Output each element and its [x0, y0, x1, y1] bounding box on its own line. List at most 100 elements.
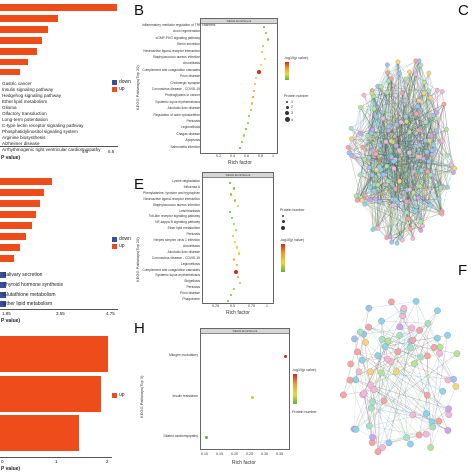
network-edge: [364, 195, 377, 229]
network-node: [412, 297, 420, 305]
network-edge: [430, 174, 443, 215]
tick-label: 4.75: [106, 311, 115, 316]
network-edge: [377, 184, 408, 191]
network-edge: [362, 360, 448, 381]
network-edge: [381, 320, 443, 392]
network-node: [428, 95, 433, 101]
network-edge: [370, 337, 438, 372]
network-edge: [443, 104, 452, 165]
network-node: [421, 90, 427, 96]
tick-label: 2: [106, 459, 109, 464]
bar-a-4: [0, 37, 42, 44]
colorbar: [285, 62, 289, 80]
pathway-label: Coronavirus disease - COVID-19: [151, 87, 200, 91]
network-node: [420, 223, 425, 229]
network-node: [379, 444, 386, 451]
data-point: [233, 187, 236, 190]
network-edge: [430, 386, 456, 448]
network-node: [450, 375, 457, 383]
network-edge: [355, 400, 385, 430]
tick-label: 0.4: [230, 154, 235, 158]
network-edge: [412, 337, 438, 341]
network-node: [426, 159, 432, 164]
bar-a-5: [0, 48, 37, 55]
network-node: [436, 343, 444, 351]
network-node: [413, 58, 419, 64]
dotplot-header: KEGG Enrichment: [201, 19, 277, 24]
bar-g-3: [0, 415, 79, 451]
network-edge: [364, 104, 445, 160]
network-node: [383, 139, 389, 145]
network-node: [424, 149, 430, 155]
tick-label: 1: [55, 459, 58, 464]
bar-a-2: [0, 15, 58, 22]
dotplot-h: KEGG Enrichment: [200, 328, 290, 450]
category-label: Long-term potentiation: [2, 117, 48, 122]
network-edge: [430, 166, 453, 175]
network-edge: [360, 90, 373, 134]
network-node: [375, 226, 381, 231]
network-node: [452, 166, 458, 171]
network-edge: [369, 156, 392, 168]
network-node: [434, 87, 440, 93]
network-edge: [396, 228, 411, 244]
bar-d-4: [0, 211, 36, 218]
network-node: [365, 133, 370, 138]
network-node: [377, 164, 382, 170]
network-node: [393, 197, 399, 202]
network-node: [448, 162, 454, 168]
bar-a-1: [0, 4, 117, 11]
legend-up-label: up: [119, 392, 125, 398]
network-node: [366, 165, 372, 170]
network-node: [436, 350, 443, 357]
network-edge: [412, 211, 416, 239]
panel-letter-h: H: [134, 320, 145, 337]
pathway-label: Complement and coagulation cascades: [142, 67, 200, 72]
pathway-label: Pertussis: [186, 119, 200, 123]
network-edge: [377, 355, 407, 438]
network-node: [371, 188, 377, 194]
x-axis-title: P value): [1, 155, 21, 161]
network-edge: [402, 132, 410, 241]
data-point: [248, 115, 251, 118]
network-edge: [388, 106, 418, 127]
network-edge: [371, 93, 434, 176]
network-node: [430, 344, 438, 351]
colorbar-title: -log10(p value): [280, 238, 304, 242]
network-edge: [437, 90, 441, 190]
network-edge: [379, 60, 416, 167]
network-edge: [377, 86, 427, 152]
network-node: [421, 200, 427, 206]
network-node: [412, 208, 418, 214]
network-node: [434, 116, 439, 121]
network-edge: [370, 129, 447, 201]
network-node: [423, 430, 430, 438]
network-edge: [387, 359, 428, 396]
category-label: Insulin signaling pathway: [2, 87, 54, 92]
network-node: [426, 88, 432, 94]
network-node: [367, 185, 373, 190]
network-node: [415, 103, 420, 109]
size-legend-dot: [281, 220, 285, 223]
network-edge: [372, 353, 458, 443]
network-edge: [392, 61, 399, 142]
network-edge: [373, 389, 413, 416]
data-point: [261, 51, 264, 54]
bar-d-6: [0, 233, 26, 240]
size-legend-dot: [281, 226, 285, 230]
tick-label: 0.6: [244, 154, 249, 158]
network-edge: [426, 151, 443, 187]
network-edge: [355, 327, 413, 430]
network-node: [428, 202, 433, 208]
network-node: [426, 70, 432, 76]
network-node: [415, 195, 421, 201]
legend-up-swatch: [112, 87, 117, 92]
colorbar-title: -log10(p value): [292, 368, 316, 372]
network-node: [409, 336, 417, 344]
network-edge: [385, 323, 429, 347]
network-node: [389, 154, 394, 160]
network-edge: [420, 323, 429, 357]
network-node: [417, 213, 423, 218]
network-node: [369, 172, 375, 178]
pathway-label: Leishmaniasis: [179, 208, 200, 213]
